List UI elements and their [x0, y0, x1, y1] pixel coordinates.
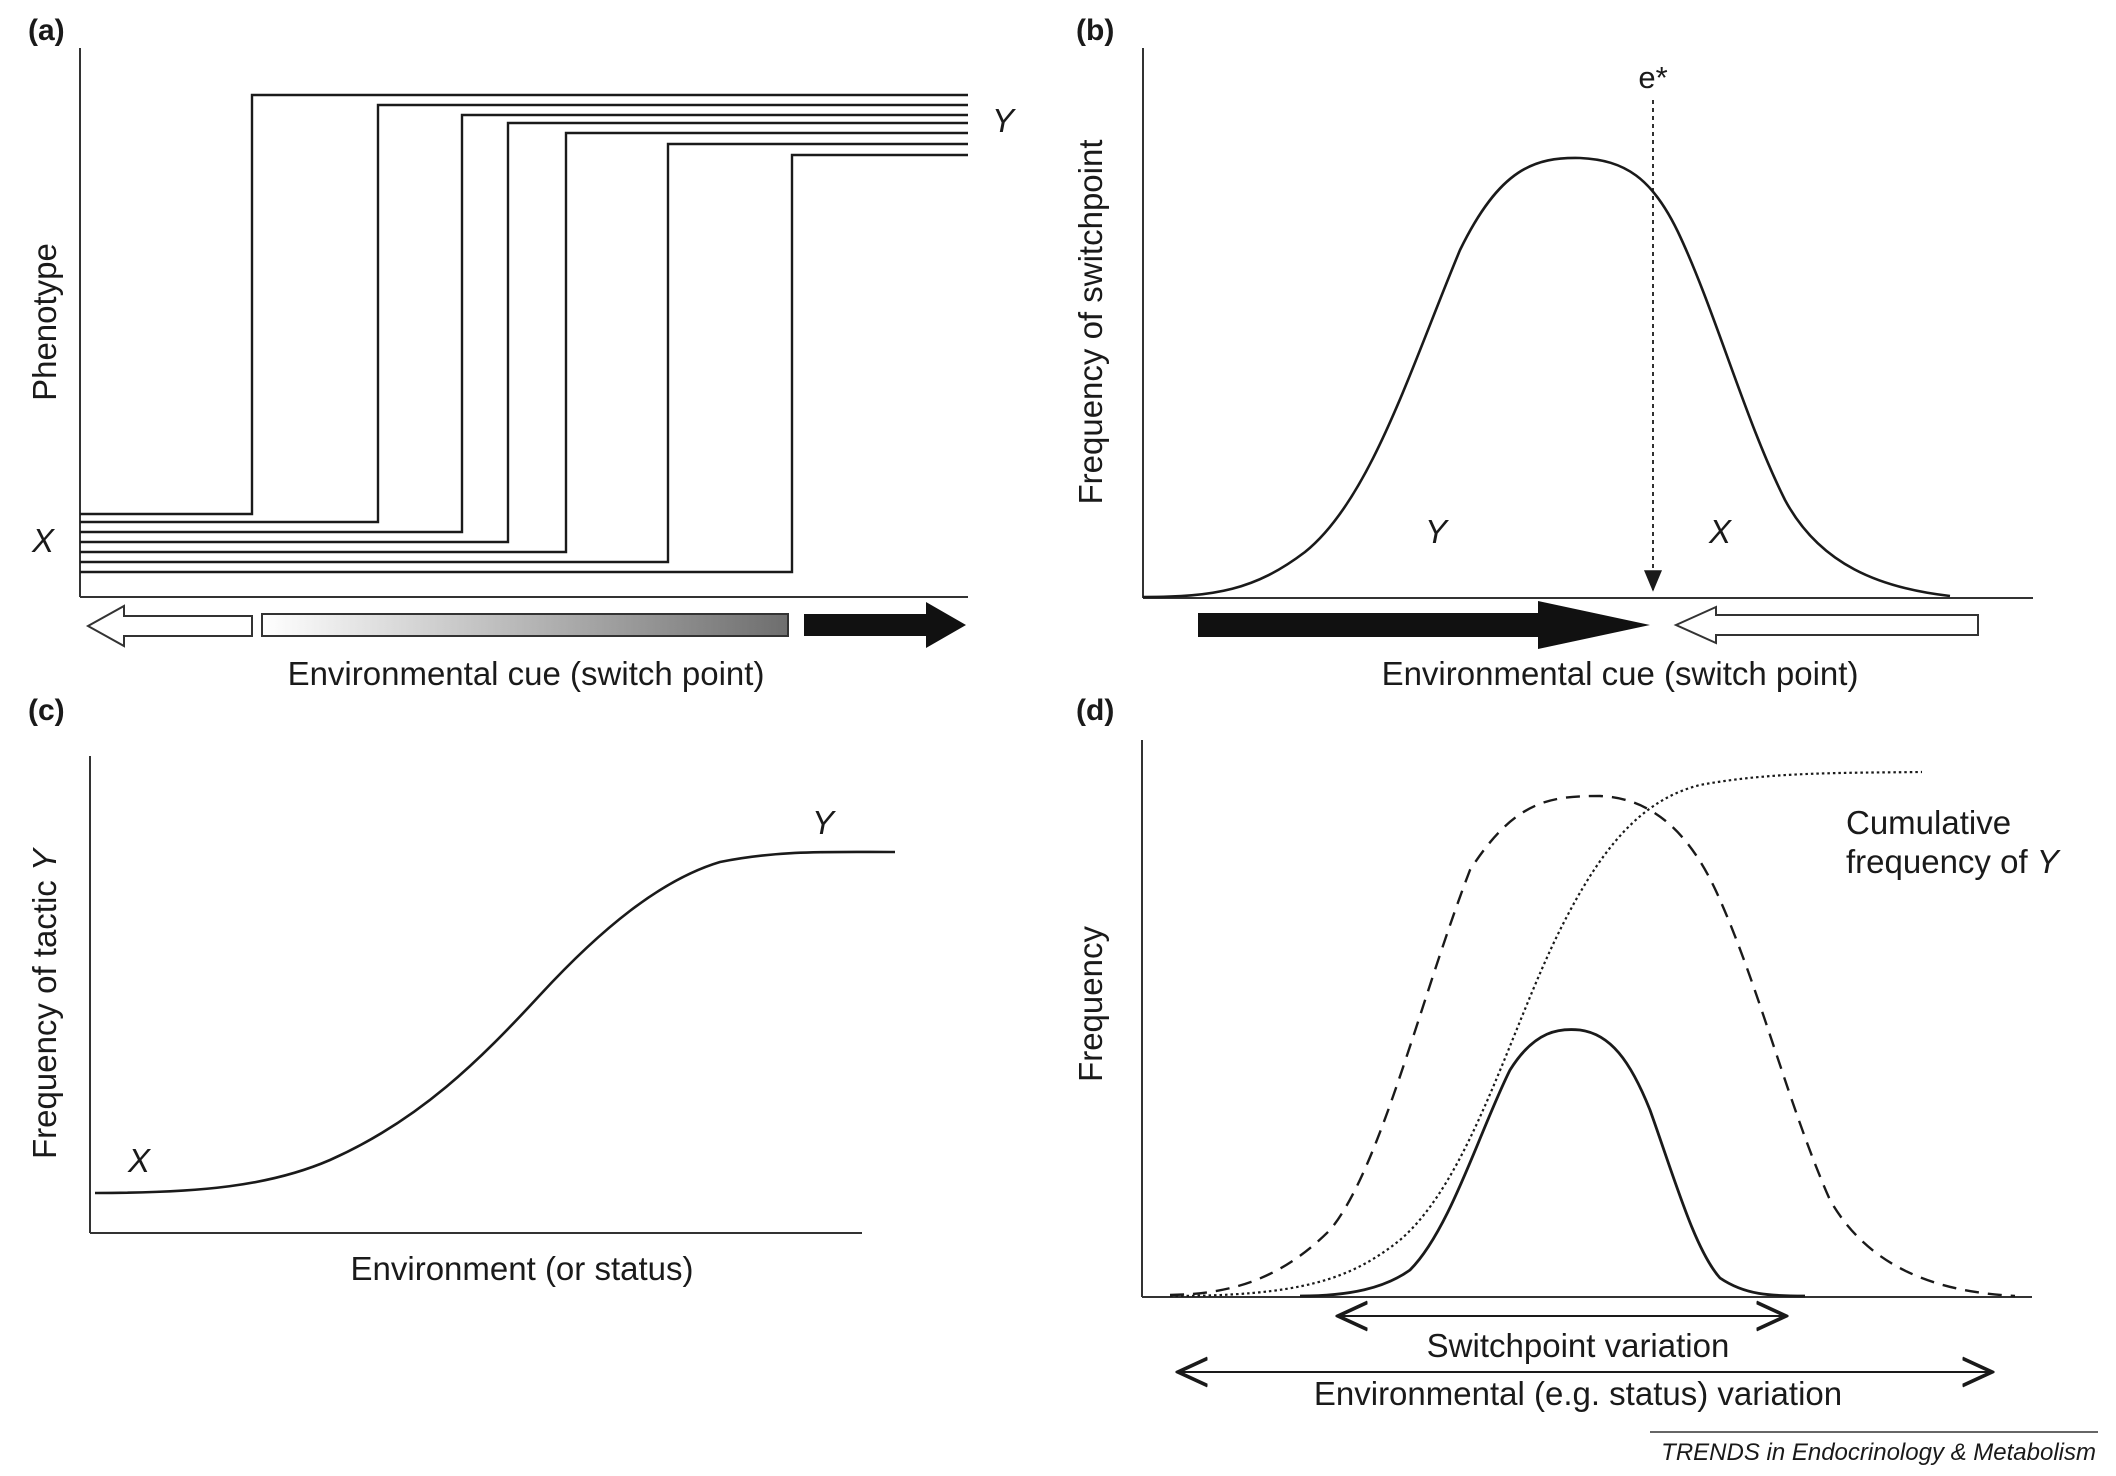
- panel-c-x-axis-label: Environment (or status): [351, 1250, 694, 1287]
- step-line-4: [80, 121, 968, 544]
- panel-a-gradient-bar: [261, 613, 789, 637]
- panel-b-right-solid-arrow: [1198, 601, 1650, 649]
- panel-c: (c) Frequency of tactic Y X Y Environmen…: [26, 694, 896, 1287]
- panel-b-y-axis-label: Frequency of switchpoint: [1072, 139, 1109, 504]
- panel-c-y-axis-label-var: Y: [26, 847, 63, 871]
- panel-d-y-axis-label: Frequency: [1072, 926, 1109, 1082]
- step-line-3: [80, 113, 968, 534]
- panel-a-right-solid-arrow: [804, 602, 966, 648]
- panel-d-switchpoint-range-label: Switchpoint variation: [1427, 1327, 1730, 1364]
- panel-b-region-x-label: X: [1708, 513, 1733, 550]
- panel-c-low-label: X: [127, 1142, 152, 1179]
- panel-a-y-axis-label: Phenotype: [26, 243, 63, 401]
- panel-a-left-hollow-arrow: [85, 604, 253, 648]
- panel-b-left-hollow-arrow: [1673, 605, 1979, 645]
- panel-b-switchpoint-distribution-curve: [1142, 156, 1951, 599]
- panel-b-region-y-label: Y: [1425, 513, 1449, 550]
- panel-c-label: (c): [28, 694, 65, 727]
- panel-b: (b) Frequency of switchpoint e* Y X Envi…: [1072, 14, 2033, 692]
- panel-a-label: (a): [28, 14, 65, 47]
- panel-d: (d) Frequency Cumulative frequency of Y …: [1072, 694, 2061, 1412]
- step-line-2: [80, 103, 968, 524]
- panel-d-environment-range-label: Environmental (e.g. status) variation: [1314, 1375, 1842, 1412]
- panel-b-label: (b): [1076, 14, 1114, 47]
- panel-d-switchpoint-distribution-solid-curve: [1299, 1028, 1806, 1298]
- panel-a-state-y-label: Y: [992, 102, 1016, 139]
- panel-c-high-label: Y: [812, 804, 836, 841]
- panel-c-y-axis-label: Frequency of tactic Y: [26, 847, 63, 1159]
- panel-a: (a) Phenotype X Y Environmental cue (swi…: [26, 14, 1016, 692]
- panel-d-cumulative-label-prefix: frequency of: [1846, 843, 2037, 880]
- panel-b-threshold-label: e*: [1638, 60, 1667, 95]
- step-line-1: [80, 93, 968, 516]
- panel-c-sigmoid-curve: [94, 850, 896, 1195]
- step-line-6: [80, 142, 968, 564]
- panel-b-x-axis-label: Environmental cue (switch point): [1382, 655, 1859, 692]
- source-credit: TRENDS in Endocrinology & Metabolism: [1661, 1439, 2096, 1466]
- step-line-7: [80, 153, 968, 574]
- panel-c-y-axis-label-prefix: Frequency of tactic: [26, 871, 63, 1159]
- panel-d-label: (d): [1076, 694, 1114, 727]
- panel-a-step-lines: [80, 93, 968, 574]
- panel-a-state-x-label: X: [31, 522, 56, 559]
- step-line-5: [80, 131, 968, 554]
- panel-d-cumulative-label-line2: frequency of Y: [1846, 843, 2061, 880]
- panel-d-cumulative-label-line1: Cumulative: [1846, 804, 2011, 841]
- panel-d-environmental-distribution-dashed-curve: [1169, 794, 2016, 1298]
- panel-a-x-axis-label: Environmental cue (switch point): [288, 655, 765, 692]
- panel-d-cumulative-label-var: Y: [2037, 843, 2061, 880]
